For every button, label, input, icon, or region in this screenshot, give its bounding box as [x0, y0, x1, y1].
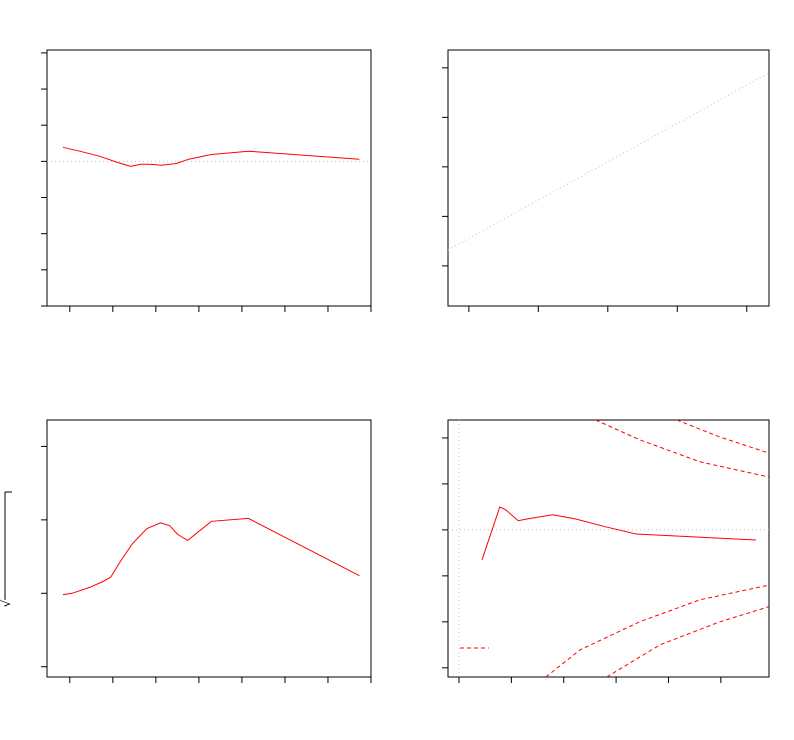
plot-frame — [447, 419, 770, 678]
plot-frame — [46, 419, 372, 678]
series-line — [481, 506, 756, 560]
series-line — [676, 419, 770, 454]
series-line — [595, 419, 770, 478]
series-line — [606, 606, 770, 678]
y-axis-label: √ — [0, 599, 13, 607]
plot-frame — [46, 49, 372, 307]
series-line — [62, 146, 360, 167]
series-line — [62, 517, 360, 596]
series-line — [545, 584, 770, 678]
plot-frame — [447, 49, 770, 307]
